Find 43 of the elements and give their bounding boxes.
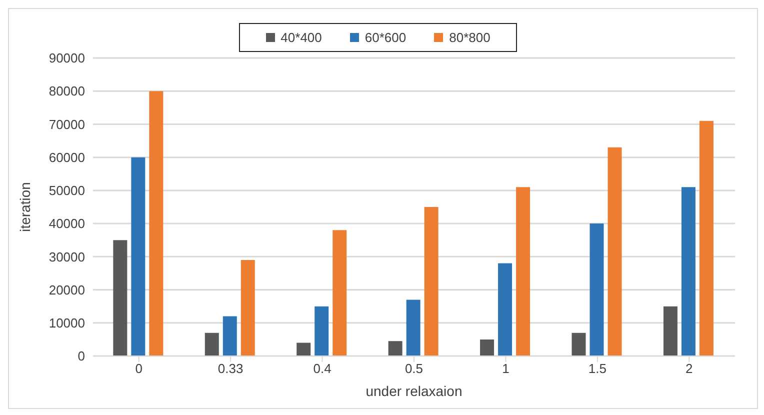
y-tick-label: 70000 xyxy=(48,116,85,132)
x-tick-label: 1 xyxy=(502,361,510,376)
y-tick-label: 60000 xyxy=(48,150,85,165)
bar xyxy=(590,224,604,356)
x-axis-title: under relaxaion xyxy=(366,383,462,399)
y-tick-label: 40000 xyxy=(48,216,85,232)
x-tick-label: 0.4 xyxy=(313,361,332,376)
bar xyxy=(663,306,678,356)
bar xyxy=(608,147,622,356)
x-tick-label: 0 xyxy=(135,361,142,376)
y-tick-label: 20000 xyxy=(48,282,85,298)
y-tick-label: 30000 xyxy=(48,249,85,264)
x-tick-label: 0.5 xyxy=(404,361,424,376)
x-tick-label: 2 xyxy=(686,361,693,376)
y-tick-label: 10000 xyxy=(48,316,85,331)
bar xyxy=(498,263,512,356)
legend-label: 80*800 xyxy=(448,30,490,45)
bar xyxy=(572,332,586,356)
y-tick-label: 90000 xyxy=(48,50,85,66)
legend-label: 40*400 xyxy=(280,30,322,45)
bar xyxy=(296,342,311,356)
bar xyxy=(149,91,164,356)
bar xyxy=(480,339,494,356)
bar xyxy=(131,157,146,356)
bar xyxy=(204,332,219,356)
legend-label: 60*600 xyxy=(364,30,406,45)
y-axis-title: iteration xyxy=(16,182,33,232)
bar xyxy=(406,300,420,356)
x-tick-label: 1.5 xyxy=(588,361,606,376)
bar xyxy=(388,341,402,356)
y-tick-label: 50000 xyxy=(48,183,85,198)
bar xyxy=(424,207,438,356)
y-tick-label: 0 xyxy=(78,348,85,364)
bar xyxy=(699,120,714,356)
x-tick-label: 0.33 xyxy=(218,361,244,376)
bar xyxy=(516,187,530,356)
bar xyxy=(681,187,696,356)
bar xyxy=(332,230,347,356)
y-tick-label: 80000 xyxy=(48,84,85,99)
bar xyxy=(314,306,329,356)
bar xyxy=(113,240,128,356)
bar xyxy=(240,260,255,356)
bar xyxy=(222,316,237,356)
